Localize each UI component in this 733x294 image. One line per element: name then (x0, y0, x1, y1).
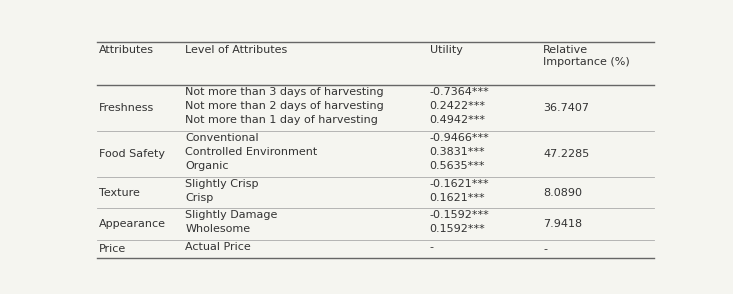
Text: -0.1592***: -0.1592*** (430, 211, 490, 220)
Text: Appearance: Appearance (99, 219, 166, 229)
Text: Organic: Organic (185, 161, 229, 171)
Text: Attributes: Attributes (99, 46, 154, 56)
Text: 0.2422***: 0.2422*** (430, 101, 486, 111)
Text: -0.7364***: -0.7364*** (430, 87, 490, 97)
Text: Freshness: Freshness (99, 103, 154, 113)
Text: Slightly Crisp: Slightly Crisp (185, 179, 259, 189)
Text: Relative
Importance (%): Relative Importance (%) (543, 46, 630, 67)
Text: 0.3831***: 0.3831*** (430, 147, 485, 157)
Text: 0.4942***: 0.4942*** (430, 115, 486, 125)
Text: Not more than 1 day of harvesting: Not more than 1 day of harvesting (185, 115, 378, 125)
Text: Controlled Environment: Controlled Environment (185, 147, 317, 157)
Text: Utility: Utility (430, 46, 463, 56)
Text: Food Safety: Food Safety (99, 149, 165, 159)
Text: Price: Price (99, 244, 126, 254)
Text: -: - (430, 242, 434, 252)
Text: 0.1621***: 0.1621*** (430, 193, 485, 203)
Text: Level of Attributes: Level of Attributes (185, 46, 287, 56)
Text: 7.9418: 7.9418 (543, 219, 583, 229)
Text: Not more than 2 days of harvesting: Not more than 2 days of harvesting (185, 101, 384, 111)
Text: -0.1621***: -0.1621*** (430, 179, 489, 189)
Text: -0.9466***: -0.9466*** (430, 133, 490, 143)
Text: Wholesome: Wholesome (185, 224, 251, 234)
Text: 8.0890: 8.0890 (543, 188, 582, 198)
Text: 0.1592***: 0.1592*** (430, 224, 485, 234)
Text: -: - (543, 244, 548, 254)
Text: 47.2285: 47.2285 (543, 149, 589, 159)
Text: Texture: Texture (99, 188, 140, 198)
Text: Crisp: Crisp (185, 193, 213, 203)
Text: Conventional: Conventional (185, 133, 259, 143)
Text: 0.5635***: 0.5635*** (430, 161, 485, 171)
Text: Actual Price: Actual Price (185, 242, 251, 252)
Text: 36.7407: 36.7407 (543, 103, 589, 113)
Text: Slightly Damage: Slightly Damage (185, 211, 278, 220)
Text: Not more than 3 days of harvesting: Not more than 3 days of harvesting (185, 87, 384, 97)
